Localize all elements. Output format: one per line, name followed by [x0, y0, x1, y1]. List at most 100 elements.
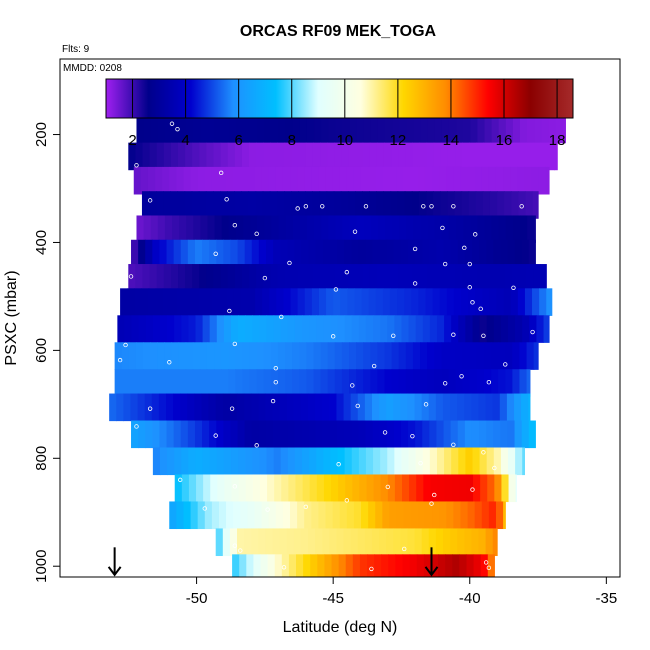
heatmap-cell — [529, 315, 538, 343]
heatmap-cell — [326, 288, 334, 316]
heatmap-cell — [411, 288, 419, 316]
heatmap-cell — [327, 264, 335, 292]
heatmap-cell — [281, 474, 289, 503]
heatmap-cell — [430, 554, 439, 577]
heatmap-cell — [508, 447, 516, 476]
heatmap-cell — [432, 288, 441, 316]
heatmap-cell — [238, 474, 247, 503]
heatmap-cell — [489, 288, 498, 316]
heatmap-cell — [415, 420, 423, 449]
heatmap-cell — [171, 342, 180, 370]
heatmap-cell — [313, 369, 322, 397]
heatmap-cell — [306, 369, 315, 397]
heatmap-cell — [410, 501, 419, 530]
heatmap-cell — [242, 369, 251, 397]
heatmap-cell — [545, 166, 550, 195]
heatmap-cell — [230, 420, 239, 449]
heatmap-cell — [349, 115, 358, 144]
heatmap-cell — [452, 554, 460, 577]
heatmap-cell — [484, 215, 493, 244]
heatmap-cell — [444, 447, 452, 476]
heatmap-cell — [445, 554, 453, 577]
heatmap-cell — [405, 264, 413, 292]
heatmap-cell — [152, 447, 161, 476]
heatmap-cell — [172, 215, 180, 244]
sample-point — [371, 363, 377, 369]
heatmap-cell — [473, 474, 481, 503]
heatmap-cell — [290, 501, 298, 530]
sample-point — [232, 484, 238, 489]
sample-point — [232, 341, 238, 347]
heatmap-cell — [386, 420, 395, 449]
heatmap-cell — [350, 528, 359, 557]
heatmap-cell — [475, 288, 483, 316]
heatmap-cell — [436, 420, 445, 449]
heatmap-cell — [432, 166, 440, 195]
heatmap-cell — [151, 393, 160, 422]
heatmap-cell — [265, 528, 274, 557]
heatmap-cell — [292, 115, 301, 144]
heatmap-cell — [339, 166, 348, 195]
heatmap-cell — [402, 554, 411, 577]
heatmap-cell — [244, 239, 253, 268]
heatmap-cell — [422, 315, 431, 343]
heatmap-cell — [309, 474, 318, 503]
sample-point — [440, 225, 445, 231]
heatmap-cell — [382, 501, 391, 530]
heatmap-cell — [458, 474, 467, 503]
sample-point — [232, 543, 238, 548]
heatmap-cell — [169, 166, 177, 195]
heatmap-cell — [254, 501, 263, 530]
heatmap-cell — [522, 315, 530, 343]
heatmap-cell — [446, 288, 455, 316]
heatmap-cell — [418, 191, 427, 219]
heatmap-cell — [524, 166, 533, 195]
y-tick-label: 1000 — [33, 550, 50, 583]
sample-point — [229, 406, 235, 411]
sample-point — [177, 477, 183, 483]
heatmap-cell — [233, 166, 241, 195]
heatmap-cell — [114, 369, 123, 397]
heatmap-cell — [380, 315, 388, 343]
heatmap-cell — [471, 420, 480, 449]
heatmap-cell — [143, 342, 151, 370]
heatmap-cell — [382, 166, 391, 195]
heatmap-cell — [220, 264, 229, 292]
heatmap-cell — [280, 239, 288, 268]
heatmap-cell — [379, 420, 388, 449]
heatmap-cell — [345, 474, 353, 503]
heatmap-cell — [330, 315, 339, 343]
heatmap-cell — [238, 315, 246, 343]
heatmap-cell — [430, 474, 439, 503]
heatmap-cell — [461, 191, 470, 219]
heatmap-cell — [141, 191, 150, 219]
heatmap-cell — [394, 315, 403, 343]
heatmap-cell — [493, 447, 502, 476]
heatmap-cell — [375, 166, 383, 195]
heatmap-cell — [128, 369, 137, 397]
heatmap-cell — [396, 501, 405, 530]
heatmap-cell — [400, 528, 409, 557]
heatmap-cell — [379, 393, 387, 422]
heatmap-cell — [527, 215, 535, 244]
heatmap-cell — [413, 215, 422, 244]
y-axis: 200 400 600 800 1000 — [33, 122, 60, 583]
heatmap-cell — [283, 288, 292, 316]
heatmap-cell — [305, 264, 314, 292]
heatmap-cell — [384, 342, 393, 370]
heatmap-cell — [476, 369, 485, 397]
heatmap-cell — [346, 501, 355, 530]
heatmap-cell — [358, 239, 367, 268]
heatmap-cell — [155, 288, 164, 316]
heatmap-cell — [231, 447, 239, 476]
sample-point — [382, 430, 388, 435]
heatmap-cell — [322, 420, 331, 449]
heatmap-cell — [394, 474, 403, 503]
heatmap-cell — [131, 315, 140, 343]
heatmap-cell — [412, 342, 421, 370]
heatmap-cell — [469, 264, 477, 292]
heatmap-cell — [230, 239, 239, 268]
heatmap-cell — [392, 115, 400, 144]
heatmap-cell — [347, 288, 356, 316]
heatmap-cell — [486, 239, 494, 268]
